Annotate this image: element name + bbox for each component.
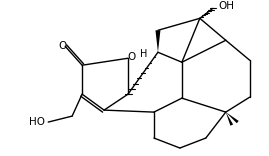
Text: H: H [140, 49, 148, 59]
Text: OH: OH [219, 1, 235, 11]
Polygon shape [226, 112, 233, 126]
Text: O: O [58, 41, 66, 51]
Polygon shape [155, 30, 160, 52]
Polygon shape [226, 112, 239, 123]
Text: HO: HO [29, 117, 45, 127]
Text: O: O [127, 52, 135, 62]
